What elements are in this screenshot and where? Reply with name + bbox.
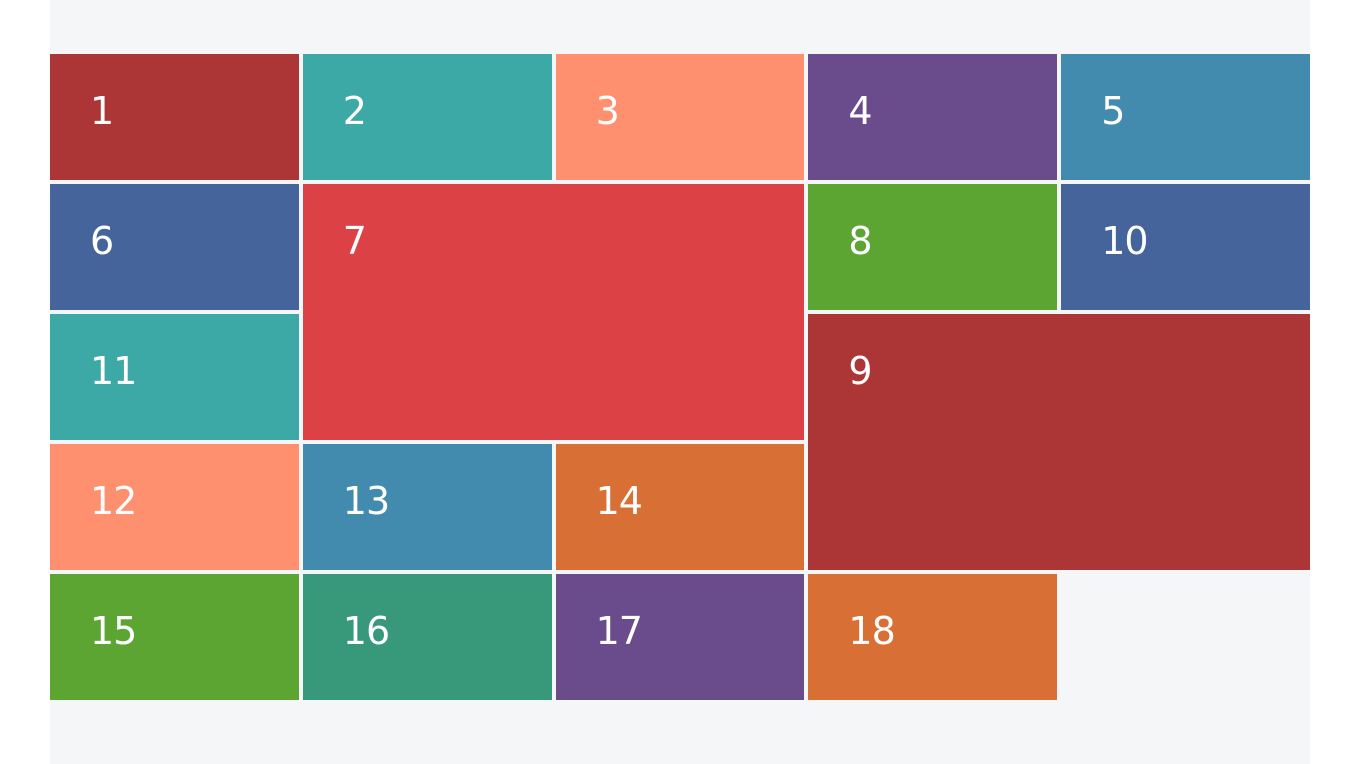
tile-label: 1 [90,89,114,133]
tile-label: 7 [342,219,367,263]
grid-tile-8: 8 [808,184,1058,310]
tile-label: 17 [595,609,643,653]
grid-tile-14: 14 [555,444,805,570]
tile-label: 9 [848,349,872,393]
grid-tile-9: 9 [808,314,1310,570]
grid-tile-3: 3 [555,54,805,180]
grid-tile-1: 1 [50,54,299,180]
tile-label: 14 [595,479,643,523]
tile-label: 12 [90,479,137,523]
grid-tile-11: 11 [50,314,299,440]
grid-tile-12: 12 [50,444,299,570]
grid-tile-13: 13 [302,444,552,570]
tile-label: 11 [90,349,137,393]
grid-tile-5: 5 [1061,54,1310,180]
tile-label: 13 [342,479,390,523]
tile-label: 10 [1101,219,1148,263]
grid-tile-2: 2 [302,54,552,180]
tile-label: 4 [848,89,872,133]
grid-tile-7: 7 [302,184,805,440]
tile-label: 16 [342,609,390,653]
grid-tile-16: 16 [302,574,552,700]
tile-label: 6 [90,219,114,263]
grid-tile-15: 15 [50,574,299,700]
grid-tile-4: 4 [808,54,1058,180]
tile-label: 3 [595,89,620,133]
tile-grid: 1 2 3 4 5 6 7 8 10 11 9 12 13 14 15 16 1… [50,54,1310,700]
tile-label: 5 [1101,89,1125,133]
tile-label: 18 [848,609,895,653]
grid-tile-6: 6 [50,184,299,310]
tile-label: 8 [848,219,872,263]
grid-tile-10: 10 [1061,184,1310,310]
tile-label: 15 [90,609,137,653]
grid-tile-18: 18 [808,574,1058,700]
tile-label: 2 [342,89,367,133]
grid-tile-17: 17 [555,574,805,700]
